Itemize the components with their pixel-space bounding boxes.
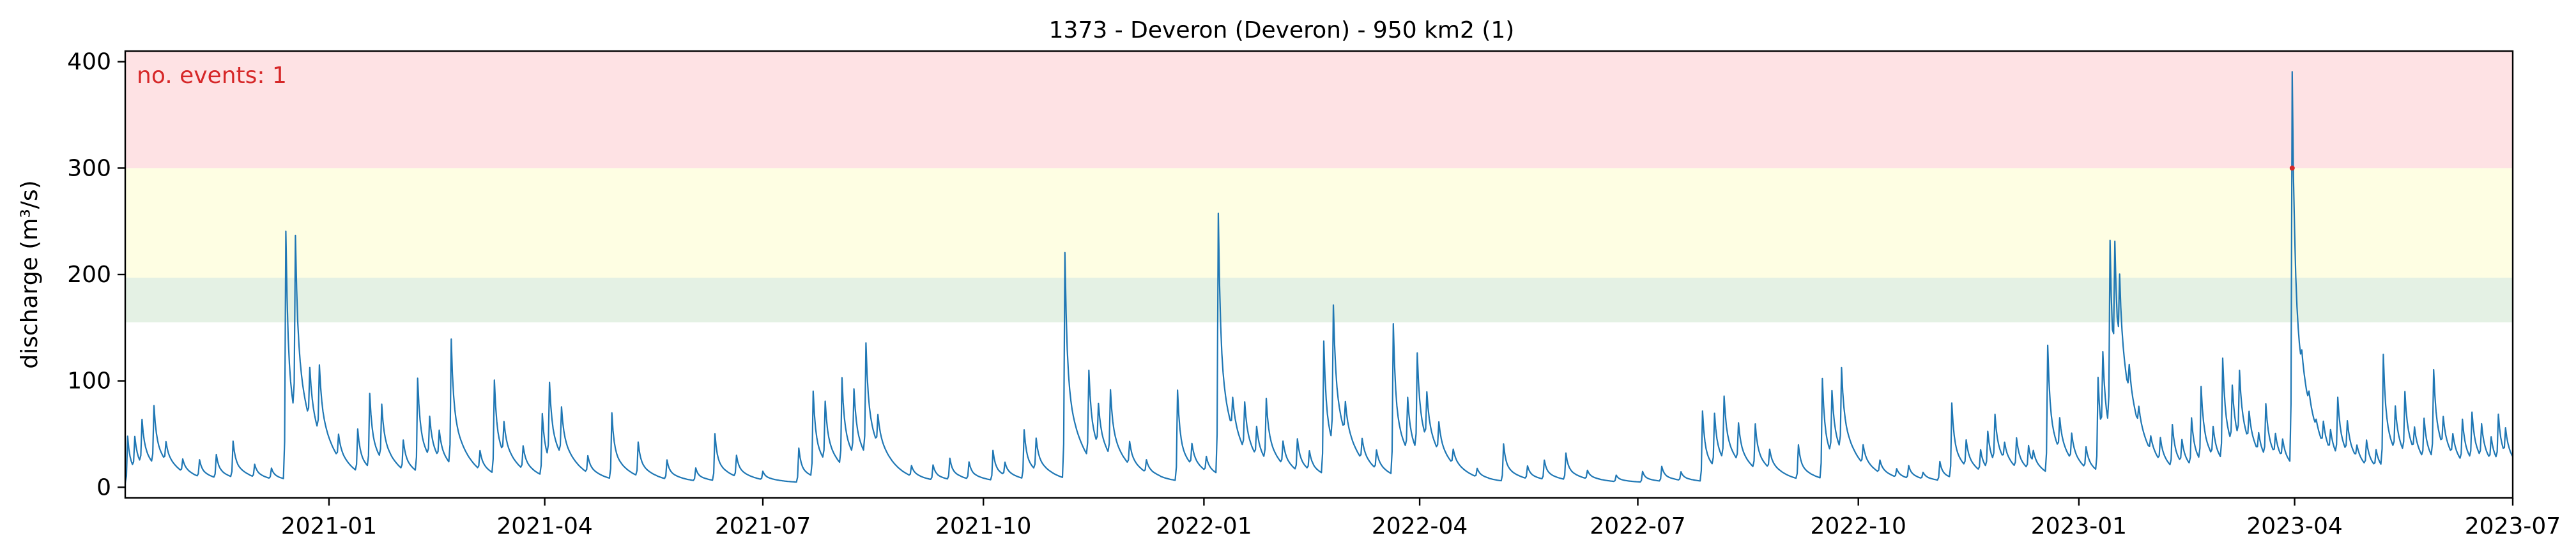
chart-title: 1373 - Deveron (Deveron) - 950 km2 (1) [1049, 17, 1515, 43]
x-tick-label: 2022-10 [1810, 513, 1906, 539]
y-tick-label: 0 [96, 474, 111, 500]
y-axis-label: discharge (m³/s) [17, 180, 43, 368]
x-tick-label: 2021-07 [715, 513, 811, 539]
threshold-bands [125, 51, 2513, 322]
x-tick-label: 2023-07 [2465, 513, 2561, 539]
event-markers [2289, 165, 2295, 171]
threshold-band-medium [125, 168, 2513, 278]
x-tick-label: 2021-04 [496, 513, 592, 539]
x-tick-label: 2023-01 [2031, 513, 2127, 539]
x-axis-ticks: 2021-01 2021-04 2021-07 2021-10 2022-01 2022-… [281, 498, 2561, 539]
event-marker [2289, 165, 2295, 171]
discharge-series-line [124, 71, 2513, 483]
x-tick-label: 2023-04 [2246, 513, 2342, 539]
threshold-band-low [125, 278, 2513, 322]
y-tick-label: 400 [67, 49, 111, 75]
x-tick-label: 2021-10 [935, 513, 1031, 539]
event-count-annotation: no. events: 1 [137, 63, 287, 89]
x-tick-label: 2022-04 [1372, 513, 1468, 539]
y-tick-label: 300 [67, 155, 111, 181]
y-axis-ticks: 0 100 200 300 400 [67, 49, 125, 500]
y-tick-label: 100 [67, 368, 111, 394]
x-tick-label: 2022-07 [1590, 513, 1685, 539]
threshold-band-high [125, 51, 2513, 169]
x-tick-label: 2021-01 [281, 513, 377, 539]
x-tick-label: 2022-01 [1156, 513, 1252, 539]
y-tick-label: 200 [67, 262, 111, 288]
